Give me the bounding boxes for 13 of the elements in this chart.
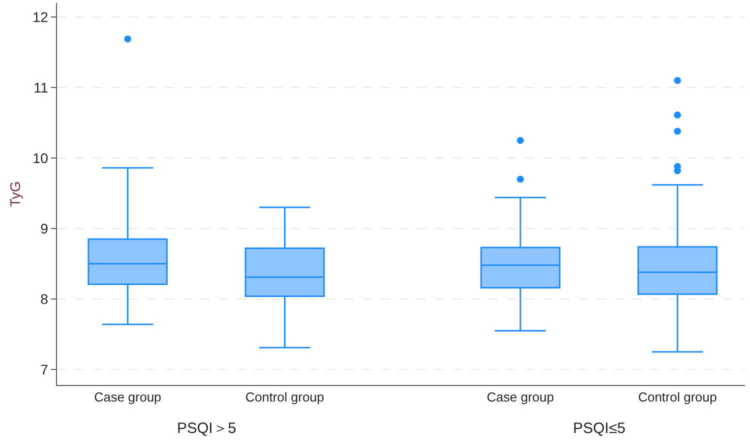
- y-axis-title: TyG: [7, 181, 24, 207]
- x-tick-label: Control group: [245, 390, 324, 405]
- y-tick-label: 7: [40, 361, 48, 378]
- x-tick-label: Case group: [94, 390, 162, 405]
- y-tick-label: 8: [40, 290, 48, 307]
- text: PSQI＞5: [177, 420, 236, 437]
- y-tick-label: 9: [40, 220, 48, 236]
- x-tick-label: Control group: [638, 390, 717, 405]
- text: PSQI≤5: [573, 420, 626, 437]
- y-tick-label: 11: [34, 79, 48, 96]
- y-tick-label: 10: [32, 150, 48, 166]
- x-tick-label: Case group: [486, 390, 554, 405]
- y-tick-label: 12: [32, 9, 48, 25]
